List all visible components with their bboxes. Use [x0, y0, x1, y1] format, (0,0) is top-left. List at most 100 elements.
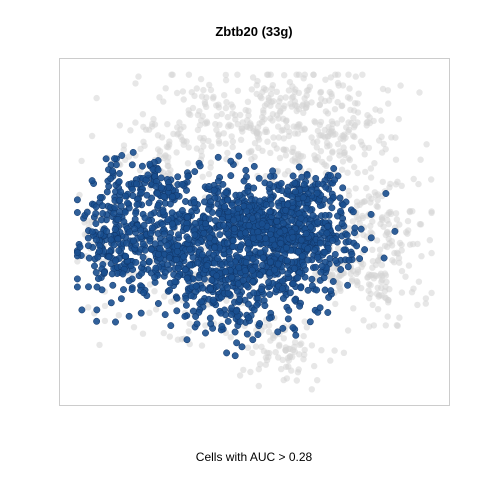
cell-point-high-auc [214, 254, 221, 262]
cell-point-background [389, 257, 396, 264]
cell-point-background [199, 173, 206, 180]
cell-point-high-auc [259, 254, 267, 262]
cell-point-high-auc [211, 244, 219, 251]
cell-point-background [189, 104, 197, 112]
cell-point-high-auc [312, 263, 320, 271]
cell-point-high-auc [312, 174, 320, 182]
cell-point-high-auc [94, 253, 102, 261]
cell-point-background [394, 178, 401, 185]
cell-point-background [359, 71, 366, 78]
cell-point-high-auc [178, 180, 186, 188]
cell-point-background [85, 304, 92, 311]
cell-point-high-auc [208, 209, 216, 216]
cell-point-background [301, 346, 308, 354]
cell-point-background [313, 144, 320, 151]
cell-point-high-auc [284, 201, 292, 209]
cell-point-high-auc [345, 256, 353, 264]
cell-point-high-auc [321, 211, 329, 219]
cell-point-background [384, 87, 392, 94]
cell-point-background [396, 259, 403, 266]
cell-point-high-auc [173, 294, 181, 302]
cell-point-high-auc [213, 272, 221, 280]
cell-point-background [395, 115, 402, 123]
cell-point-background [237, 111, 244, 119]
cell-point-high-auc [187, 292, 195, 300]
cell-point-high-auc [314, 218, 322, 226]
cell-point-background [428, 289, 435, 297]
cell-point-background [275, 115, 282, 122]
cell-point-background [120, 142, 128, 149]
cell-point-high-auc [227, 157, 235, 165]
cell-point-background [186, 320, 193, 327]
cell-point-background [409, 240, 417, 248]
cell-point-background [380, 223, 387, 230]
cell-point-background [169, 71, 176, 78]
cell-point-high-auc [279, 277, 287, 285]
cell-point-high-auc [244, 187, 252, 195]
cell-point-high-auc [100, 269, 108, 276]
cell-point-background [334, 245, 342, 252]
cell-point-high-auc [99, 210, 107, 217]
cell-point-high-auc [321, 286, 329, 294]
cell-point-high-auc [302, 230, 310, 238]
cell-point-background [162, 85, 169, 92]
cell-point-background [334, 140, 342, 148]
cell-point-background [423, 141, 430, 148]
cell-point-high-auc [214, 177, 222, 185]
cell-point-high-auc [161, 268, 169, 276]
cell-point-high-auc [214, 153, 222, 161]
cell-point-high-auc [262, 234, 270, 242]
cell-point-background [314, 138, 321, 145]
cell-point-high-auc [181, 266, 189, 274]
cell-point-background [236, 372, 244, 379]
cell-point-background [244, 344, 252, 351]
cell-point-high-auc [262, 201, 270, 209]
cell-point-high-auc [344, 281, 352, 289]
cell-point-high-auc [140, 221, 148, 229]
cell-point-background [74, 258, 81, 265]
cell-point-background [382, 272, 390, 279]
cell-point-high-auc [103, 227, 111, 235]
cell-point-background [416, 89, 423, 96]
cell-point-high-auc [340, 246, 348, 254]
cell-point-high-auc [306, 318, 314, 326]
cell-point-high-auc [166, 286, 173, 294]
cell-point-background [174, 336, 182, 343]
cell-point-background [234, 71, 241, 78]
cell-point-background [294, 152, 302, 159]
cell-point-high-auc [289, 324, 297, 332]
cell-point-high-auc [339, 184, 347, 192]
cell-point-high-auc [84, 242, 92, 250]
cell-point-background [379, 216, 386, 224]
cell-point-background [356, 219, 363, 227]
cell-point-background [410, 285, 417, 292]
cell-point-high-auc [128, 161, 136, 169]
cell-point-high-auc [146, 237, 154, 245]
cell-point-background [247, 368, 254, 376]
cell-point-high-auc [116, 196, 124, 204]
cell-point-background [369, 218, 376, 225]
cell-point-high-auc [103, 188, 111, 196]
cell-point-background [414, 240, 421, 248]
cell-point-high-auc [73, 209, 81, 216]
cell-point-background [222, 140, 229, 147]
cell-point-high-auc [235, 152, 243, 160]
cell-point-high-auc [159, 220, 166, 228]
cell-point-background [276, 98, 283, 105]
cell-point-high-auc [309, 212, 317, 219]
cell-point-high-auc [356, 255, 364, 263]
cell-point-background [249, 349, 256, 357]
cell-point-background [308, 386, 315, 393]
cell-point-background [101, 317, 109, 325]
cell-point-high-auc [155, 250, 162, 258]
cell-point-high-auc [206, 234, 214, 242]
cell-point-background [354, 266, 362, 274]
cell-point-background [267, 115, 274, 122]
cell-point-background [275, 134, 282, 141]
cell-point-high-auc [258, 285, 265, 293]
cell-point-high-auc [139, 260, 147, 267]
cell-point-high-auc [152, 264, 160, 272]
cell-point-background [156, 94, 163, 101]
cell-point-high-auc [121, 252, 129, 260]
